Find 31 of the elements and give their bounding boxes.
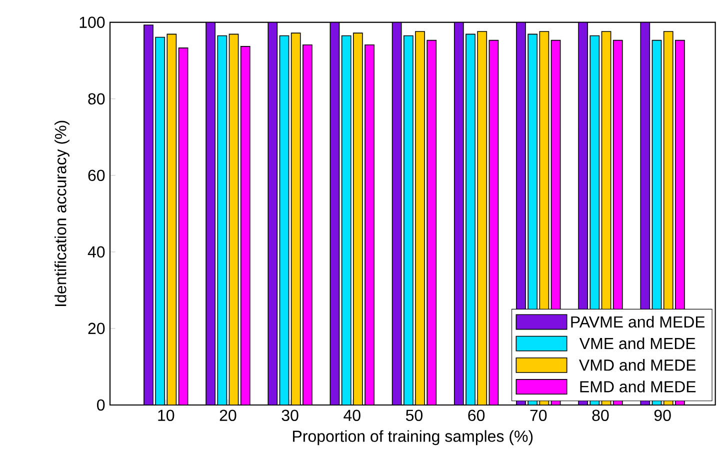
bar — [279, 35, 290, 405]
y-tick-label: 80 — [88, 93, 105, 105]
bar — [240, 46, 250, 405]
x-tick-label: 60 — [468, 410, 485, 422]
y-tick-label: 100 — [80, 16, 105, 28]
bar — [341, 35, 352, 405]
x-tick-label: 10 — [158, 410, 174, 422]
x-tick-label: 90 — [654, 410, 671, 422]
x-tick-label: 40 — [344, 410, 360, 422]
y-axis-title: Identification accuracy (%) — [54, 120, 70, 306]
legend-label: VME and MEDE — [579, 337, 696, 350]
bar — [290, 32, 301, 405]
legend-label: PAVME and MEDE — [571, 316, 705, 328]
bar — [217, 35, 228, 405]
x-tick-label: 30 — [282, 410, 298, 422]
legend-label: VMD and MEDE — [579, 359, 696, 371]
bar — [178, 48, 188, 405]
x-tick-label: 80 — [592, 410, 609, 422]
legend-label: EMD and MEDE — [580, 380, 696, 392]
y-tick-label: 40 — [88, 246, 105, 258]
x-axis-title: Proportion of training samples (%) — [293, 430, 533, 446]
bar — [488, 40, 499, 405]
bar — [228, 34, 239, 405]
x-tick-label: 20 — [220, 410, 236, 422]
y-tick-label: 0 — [97, 399, 105, 411]
bar — [166, 34, 177, 405]
x-tick-label: 50 — [406, 410, 422, 422]
bar — [426, 40, 437, 405]
x-tick-label: 70 — [530, 410, 547, 422]
y-tick-label: 20 — [88, 322, 105, 334]
y-tick-label: 60 — [88, 170, 105, 182]
